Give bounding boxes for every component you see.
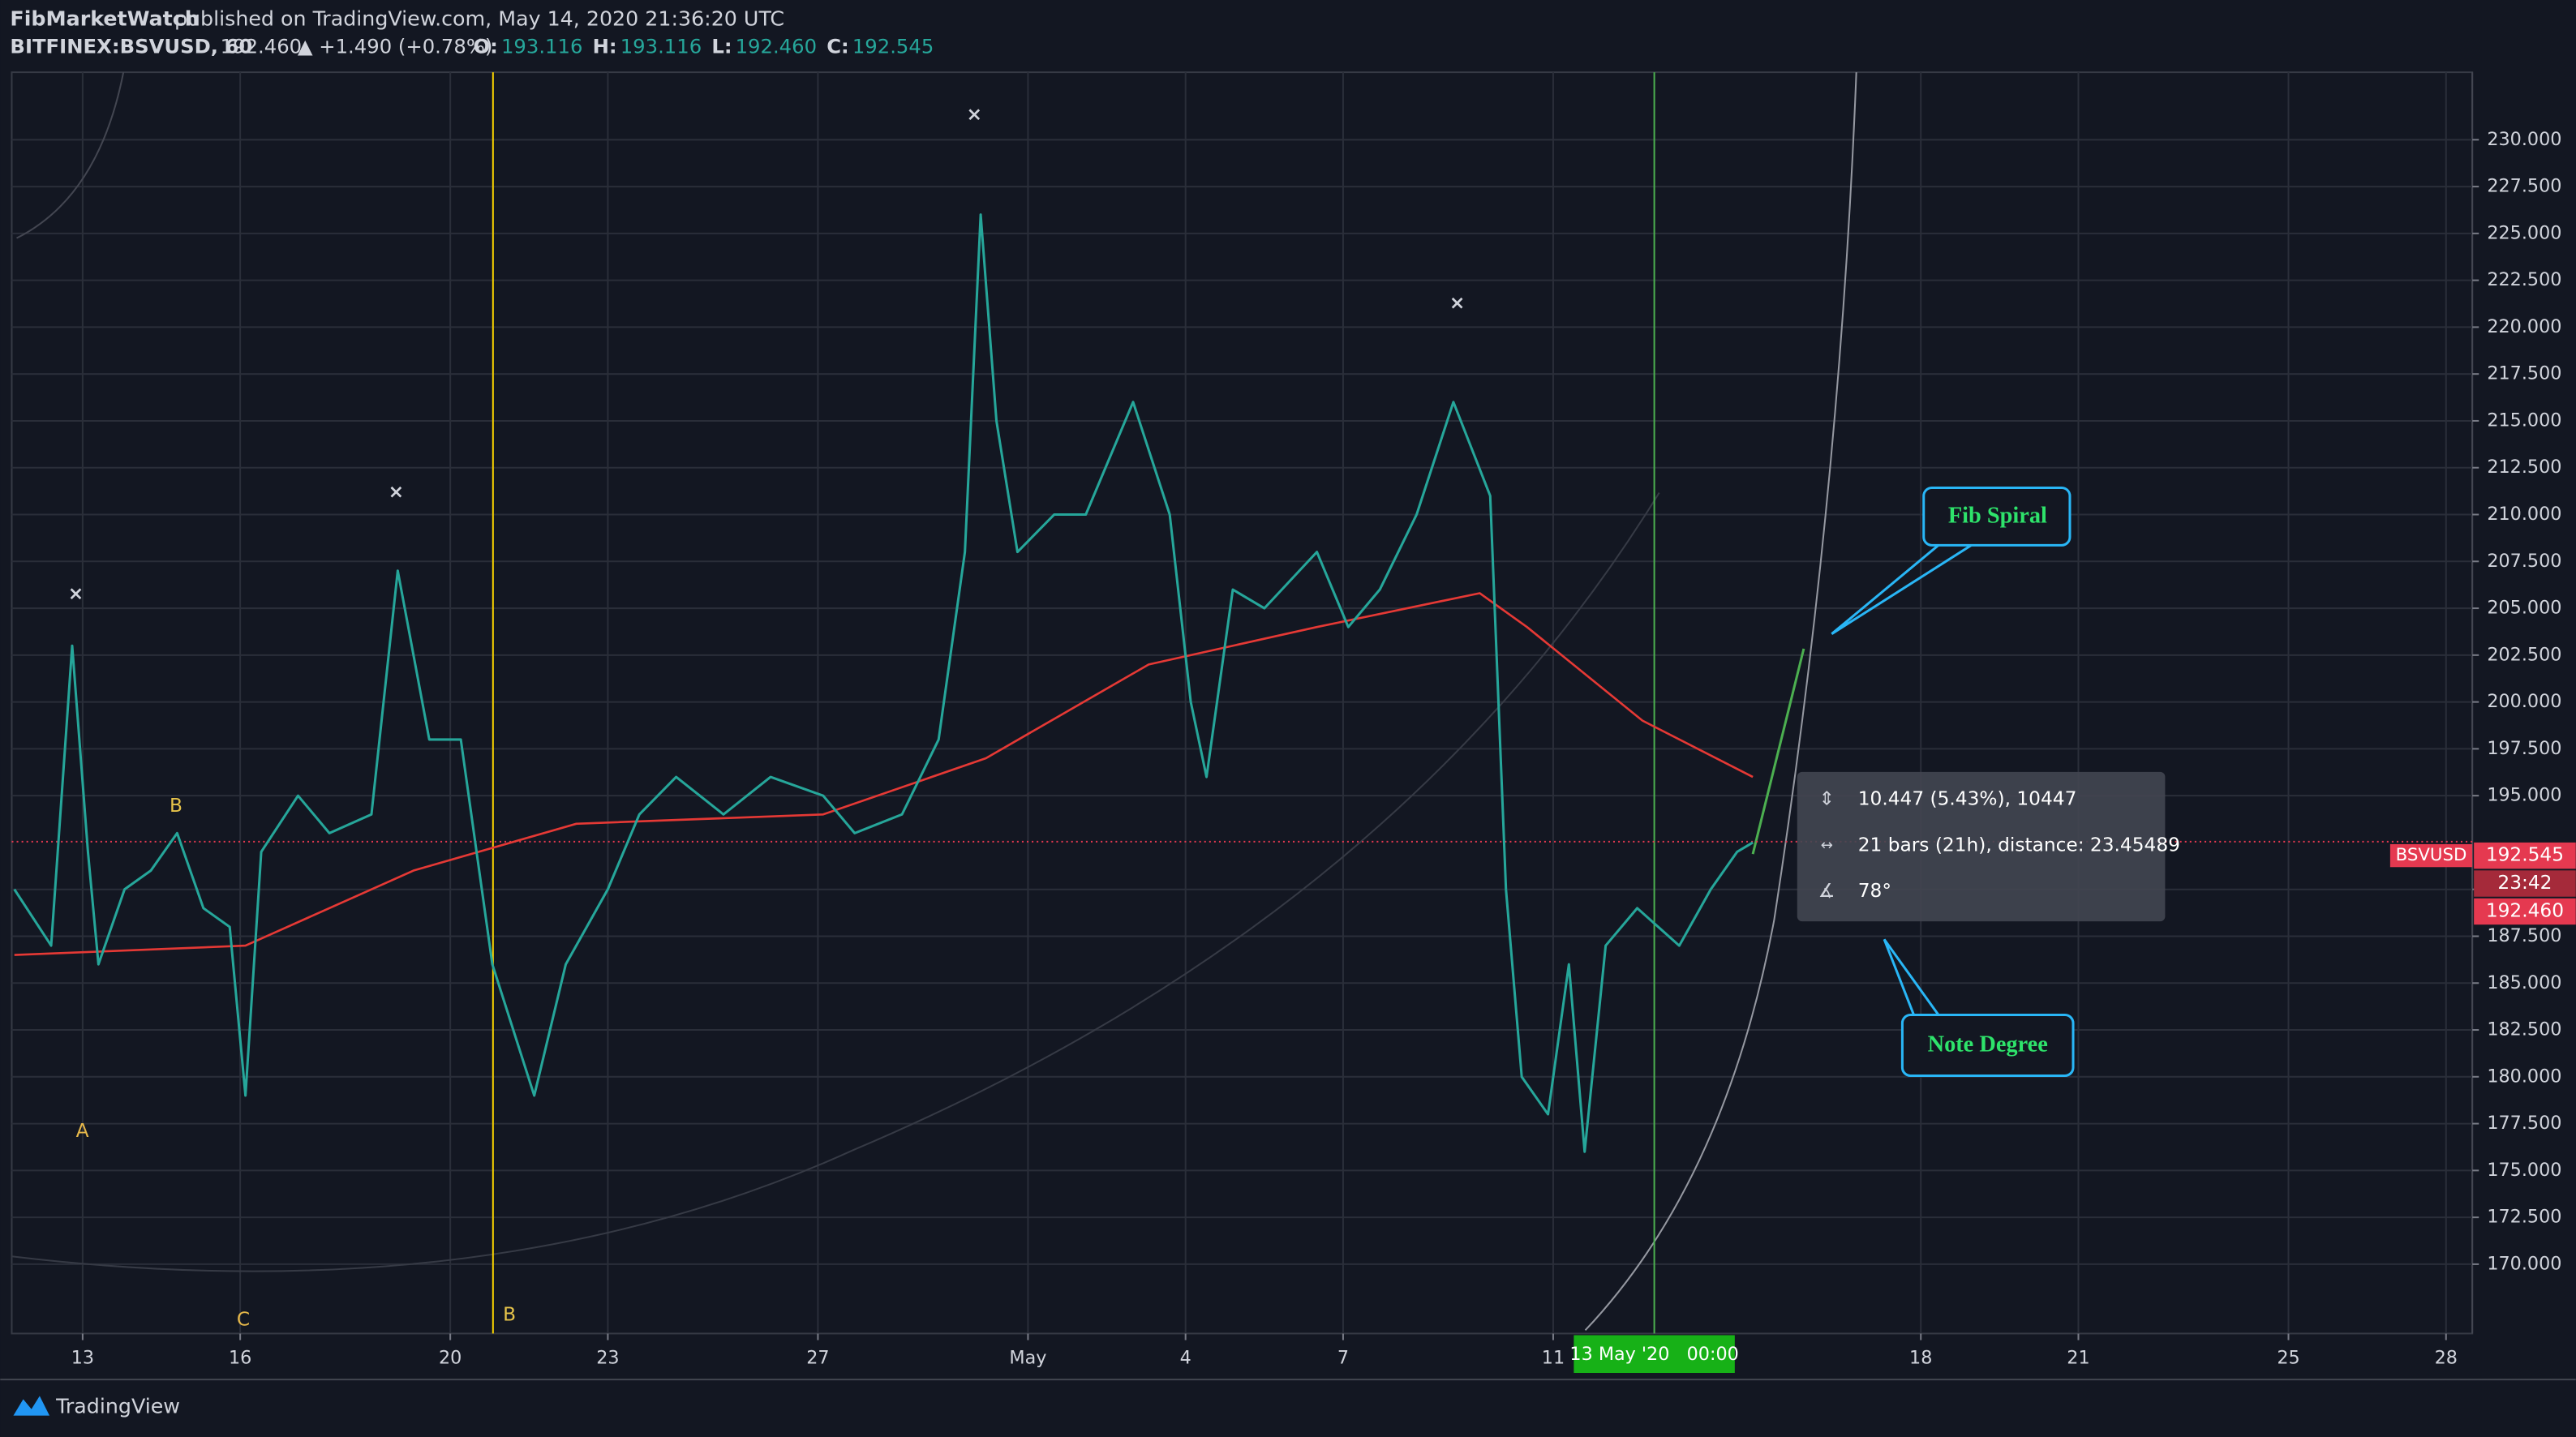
y-tick-label: 185.000 — [2487, 972, 2561, 993]
last-price: 192.460 — [221, 35, 302, 58]
x-tick-label: 13 — [71, 1347, 94, 1368]
y-tick-label: 215.000 — [2487, 410, 2561, 431]
last-tag-label: 192.460 — [2486, 899, 2564, 921]
y-tick-label: 205.000 — [2487, 598, 2561, 619]
x-tick-label: 7 — [1337, 1347, 1349, 1368]
x-tick-label: 4 — [1180, 1347, 1191, 1368]
date-tag-label: 13 May '20 00:00 — [1569, 1344, 1738, 1365]
symbol: BITFINEX:BSVUSD, 60 — [10, 35, 252, 58]
fib-spiral-arc — [1584, 72, 1857, 1332]
y-tick-label: 182.500 — [2487, 1019, 2561, 1040]
price-series — [13, 213, 1754, 1153]
date-tag — [1574, 1335, 1735, 1374]
ohlc-value: 192.545 — [852, 35, 934, 58]
symbol-tag-label: BSVUSD — [2396, 845, 2467, 865]
measure-tooltip — [1797, 771, 2166, 922]
wave-label: A — [76, 1120, 89, 1142]
y-tick-label: 187.500 — [2487, 925, 2561, 946]
ohlc-label: L: — [711, 35, 732, 58]
y-tick-label: 172.500 — [2487, 1207, 2561, 1228]
y-tick-label: 230.000 — [2487, 129, 2561, 150]
x-tick-label: 25 — [2277, 1347, 2299, 1368]
y-tick-label: 197.500 — [2487, 738, 2561, 759]
close-tag-label: 192.545 — [2486, 844, 2564, 866]
publisher: FibMarketWatch — [10, 6, 199, 30]
close-tag — [2474, 842, 2576, 869]
brand-logo — [13, 1396, 50, 1416]
x-tick-label: 28 — [2435, 1347, 2458, 1368]
icon: ⇕ — [1818, 788, 1835, 810]
y-tick-label: 227.500 — [2487, 176, 2561, 197]
wave-label: B — [170, 795, 182, 817]
y-tick-label: 195.000 — [2487, 785, 2561, 806]
y-tick-label: 220.000 — [2487, 316, 2561, 337]
y-tick-label: 210.000 — [2487, 504, 2561, 525]
callout-label: Fib Spiral — [1948, 503, 2047, 528]
wave-label: B — [503, 1304, 516, 1326]
x-tick-label: 27 — [806, 1347, 829, 1368]
y-tick-label: 200.000 — [2487, 691, 2561, 712]
x-tick-label: 20 — [439, 1347, 462, 1368]
callout-box — [1922, 486, 2072, 547]
trend-line — [1751, 648, 1805, 855]
callout-label: Note Degree — [1928, 1032, 2048, 1057]
ohlc-label: H: — [593, 35, 617, 58]
x-tick-label: 11 — [1542, 1347, 1565, 1368]
x-tick-label: 21 — [2067, 1347, 2089, 1368]
y-tick-label: 177.500 — [2487, 1113, 2561, 1134]
x-mark: × — [68, 583, 84, 605]
x-tick-label: 18 — [1909, 1347, 1932, 1368]
y-tick-label: 222.500 — [2487, 269, 2561, 290]
y-tick-label: 217.500 — [2487, 363, 2561, 384]
fib-spiral-arc — [11, 492, 1660, 1272]
callout-pointer — [1883, 938, 1940, 1016]
x-mark: × — [966, 103, 982, 125]
y-tick-label: 225.000 — [2487, 222, 2561, 243]
x-tick-label: May — [1009, 1347, 1046, 1368]
published: published on TradingView.com, May 14, 20… — [174, 6, 784, 30]
ohlc-label: C: — [826, 35, 849, 58]
wave-label: C — [237, 1309, 250, 1331]
symbol-tag — [2389, 843, 2473, 868]
x-tick-label: 16 — [229, 1347, 251, 1368]
measure-price: 10.447 (5.43%), 10447 — [1858, 788, 2077, 810]
ohlc-value: 193.116 — [501, 35, 582, 58]
y-tick-label: 212.500 — [2487, 457, 2561, 478]
pivot-marks: × × × × — [68, 103, 1466, 604]
y-tick-label: 170.000 — [2487, 1253, 2561, 1274]
callout-pointer — [1831, 544, 1973, 635]
ohlc-value: 193.116 — [620, 35, 702, 58]
ohlc-label: O: — [474, 35, 498, 58]
measure-angle: 78° — [1858, 880, 1891, 902]
y-tick-label: 175.000 — [2487, 1160, 2561, 1181]
x-tick-label: 23 — [596, 1347, 619, 1368]
measure-bars: 21 bars (21h), distance: 23.45489 — [1858, 834, 2180, 856]
fib-spiral-arc — [16, 71, 125, 239]
icon: ∡ — [1818, 880, 1835, 902]
change: ▲ +1.490 (+0.78%) — [298, 35, 493, 58]
last-tag — [2474, 898, 2576, 925]
callout-box — [1900, 1014, 2075, 1077]
brand: TradingView — [55, 1395, 180, 1418]
icon: ↔ — [1821, 837, 1833, 854]
y-tick-label: 202.500 — [2487, 644, 2561, 665]
ohlc: O: 193.116 H: 193.116 L: 192.460 C: 192.545 — [474, 35, 934, 58]
moving-average — [14, 592, 1754, 956]
x-mark: × — [389, 481, 405, 503]
ohlc-value: 192.460 — [736, 35, 817, 58]
countdown-tag — [2474, 870, 2576, 897]
y-tick-label: 207.500 — [2487, 551, 2561, 572]
x-mark: × — [1449, 292, 1466, 314]
countdown-label: 23:42 — [2497, 872, 2552, 894]
y-tick-label: 180.000 — [2487, 1066, 2561, 1087]
